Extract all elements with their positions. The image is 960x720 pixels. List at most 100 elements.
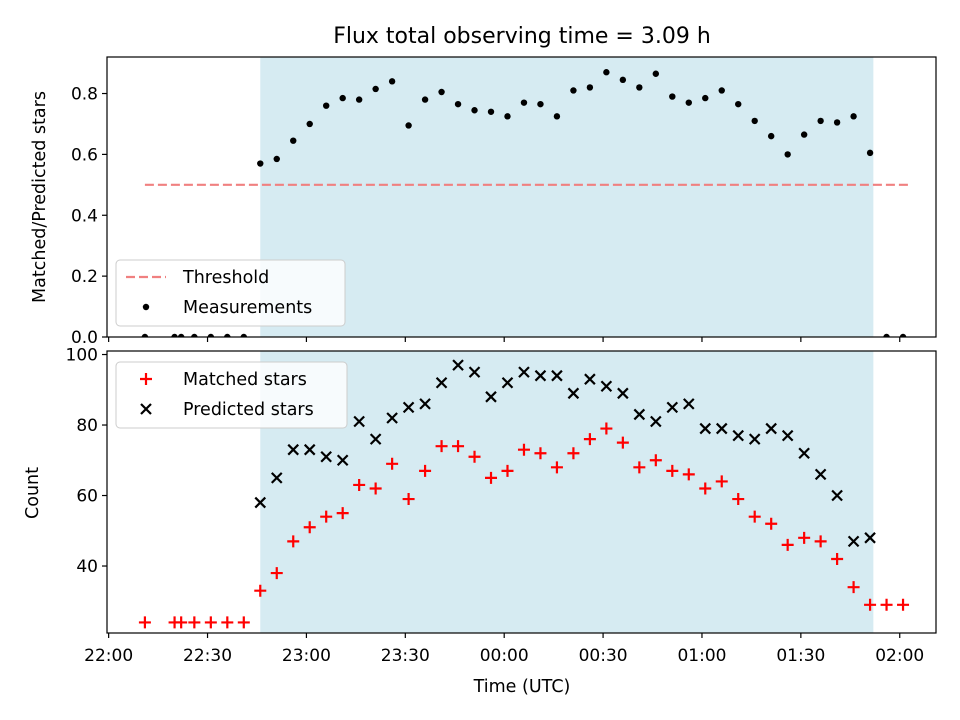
measurement-point (504, 113, 511, 120)
predicted-star-point (518, 366, 530, 378)
measurement-point (438, 88, 445, 96)
matched-star-point (402, 493, 415, 506)
measurement-point (520, 99, 528, 106)
predicted-star-point (452, 359, 464, 371)
measurement-point (273, 155, 280, 163)
matched-star-point (221, 616, 234, 629)
predicted-star-point (666, 401, 679, 414)
measurement-point (487, 108, 495, 115)
matched-star-point (485, 471, 498, 484)
predicted-star-point (600, 380, 613, 393)
matched-star-point (781, 538, 794, 551)
matched-star-point (369, 482, 382, 495)
predicted-star-point (831, 489, 843, 502)
predicted-star-point (781, 429, 794, 442)
measurement-point (767, 132, 775, 140)
measurement-point (866, 149, 874, 157)
matched-star-point (303, 521, 316, 534)
matched-star-point (550, 461, 563, 474)
matched-star-point (254, 584, 267, 597)
measurement-point (141, 333, 149, 337)
matched-star-point (468, 450, 481, 463)
measurement-point (454, 100, 462, 108)
matched-star-point (452, 440, 465, 453)
predicted-star-point (534, 369, 547, 382)
predicted-star-point (287, 443, 300, 456)
y-tick-label: 0.2 (71, 267, 98, 287)
matched-star-point (138, 616, 151, 629)
matched-star-point (732, 493, 745, 506)
matched-star-point (715, 475, 728, 488)
matched-star-point (880, 598, 893, 611)
chart-title: Flux total observing time = 3.09 h (333, 24, 711, 49)
predicted-star-point (584, 373, 596, 385)
axes-frame (106, 56, 937, 338)
measurement-point (784, 151, 791, 158)
measurement-point (603, 69, 610, 76)
measurement-point (817, 117, 824, 125)
measurement-point (224, 333, 231, 337)
legend-label: Measurements (183, 298, 312, 318)
measurement-point (883, 333, 890, 337)
matched-star-point (682, 468, 695, 481)
y-tick-label: 40 (76, 557, 98, 577)
x-tick-label: 00:00 (480, 646, 529, 666)
measurement-point (718, 87, 725, 94)
predicted-star-point (567, 387, 580, 400)
measurement-point (751, 117, 758, 125)
y-tick-label: 0.0 (71, 328, 98, 348)
measurement-point (553, 113, 561, 120)
y-tick-label: 0.4 (71, 206, 98, 226)
predicted-star-point (336, 454, 349, 467)
measurement-point (619, 76, 627, 84)
predicted-star-point (748, 433, 761, 445)
measurement-point (702, 94, 709, 102)
measurement-point (586, 84, 594, 91)
measurement-point (257, 160, 264, 167)
matched-star-point (336, 507, 349, 520)
predicted-star-point (683, 398, 695, 410)
matched-star-point (188, 616, 201, 629)
predicted-star-point (798, 447, 810, 460)
predicted-star-point (501, 376, 514, 389)
measurement-point (207, 333, 215, 337)
y-tick-label: 80 (76, 416, 98, 436)
legend-label: Predicted stars (183, 400, 314, 420)
predicted-star-point (435, 376, 448, 389)
measurement-point (833, 119, 841, 126)
measurement-point (899, 333, 907, 337)
legend-measurement-swatch (142, 303, 150, 311)
predicted-star-point (419, 398, 431, 410)
predicted-star-point (650, 415, 662, 428)
measurement-point (191, 333, 198, 337)
data-layer (138, 359, 910, 629)
matched-star-point (847, 581, 860, 594)
axes-frame (106, 350, 937, 634)
matched-star-point (666, 464, 679, 477)
matched-star-point (699, 482, 712, 495)
y-tick-label: 0.8 (71, 85, 98, 105)
predicted-star-point (732, 429, 745, 442)
matched-star-point (501, 464, 514, 477)
x-tick-label: 01:30 (776, 646, 825, 666)
measurement-point (735, 100, 742, 108)
measurement-point (850, 113, 857, 120)
matched-star-point (435, 440, 448, 453)
matched-star-point (204, 616, 217, 629)
matched-star-point (765, 517, 778, 530)
matched-star-point (237, 616, 250, 629)
legend-label: Matched stars (183, 370, 307, 390)
panel-ratio: 0.0 0.2 0.4 0.6 0.8 Threshold Measurements (71, 56, 937, 348)
measurement-point (537, 100, 544, 108)
predicted-star-point (551, 369, 563, 382)
x-tick-label: 00:30 (579, 646, 628, 666)
x-tick-label: 01:00 (677, 646, 726, 666)
measurement-point (372, 85, 379, 93)
matched-star-point (616, 436, 629, 449)
predicted-star-point (369, 433, 382, 445)
x-tick-label: 02:00 (875, 646, 924, 666)
matched-star-point (353, 478, 366, 491)
predicted-star-point (402, 401, 415, 414)
bottom-y-axis-label: Count (23, 467, 43, 519)
